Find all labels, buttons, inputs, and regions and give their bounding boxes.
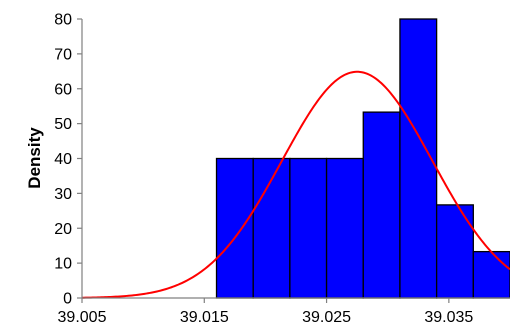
y-tick-label: 0 <box>63 291 72 308</box>
y-tick-label: 50 <box>54 116 72 133</box>
x-tick-labels: 39.005 39.015 39.025 39.035 <box>58 309 474 326</box>
axes <box>77 18 510 303</box>
y-tick-label: 60 <box>54 81 72 98</box>
density-curve <box>81 70 510 299</box>
y-tick-label: 10 <box>54 256 72 273</box>
y-tick-label: 80 <box>54 12 72 29</box>
x-tick-label: 39.025 <box>302 309 351 326</box>
x-tick-label: 39.015 <box>180 309 229 326</box>
y-tick-label: 30 <box>54 186 72 203</box>
histogram-bar-6 <box>435 204 474 299</box>
histogram-bar-2 <box>289 157 328 299</box>
histogram-bar-0 <box>215 157 254 299</box>
histogram-bar-4 <box>362 111 401 299</box>
y-tick-label: 20 <box>54 221 72 238</box>
histogram-bar-7 <box>472 250 510 299</box>
y-axis-title: Density <box>25 127 44 189</box>
x-tick-label: 39.005 <box>58 309 107 326</box>
y-tick-label: 70 <box>54 46 72 63</box>
y-tick-labels: 0 10 20 30 40 50 60 70 80 <box>54 12 72 308</box>
histogram-bar-1 <box>252 157 291 299</box>
y-tick-label: 40 <box>54 151 72 168</box>
x-tick-label: 39.035 <box>424 309 473 326</box>
histogram-bars <box>215 18 510 299</box>
histogram-bar-3 <box>325 157 364 299</box>
